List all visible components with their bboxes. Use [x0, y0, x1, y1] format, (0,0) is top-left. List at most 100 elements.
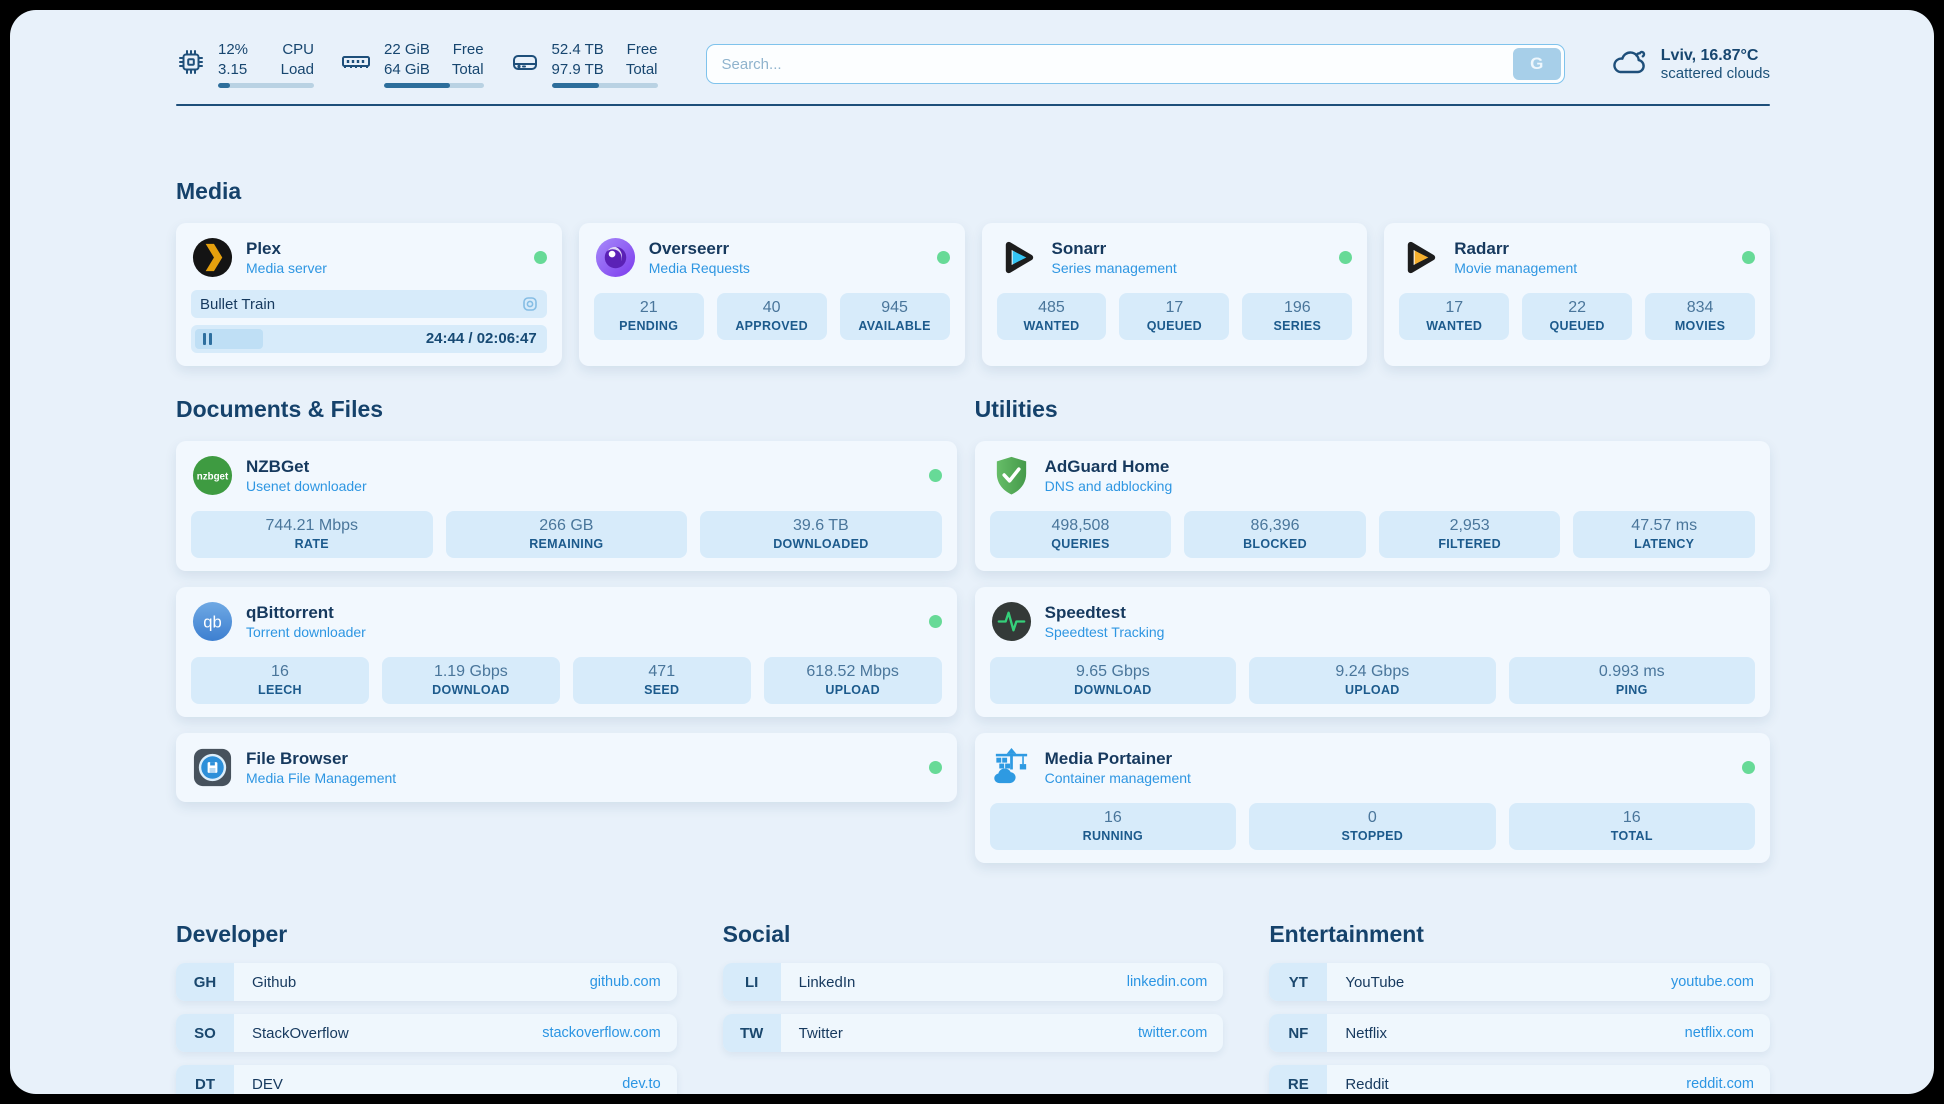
bookmark-linkedin[interactable]: LI LinkedIn linkedin.com	[722, 963, 1224, 1001]
section-title-documents: Documents & Files	[176, 396, 384, 422]
service-desc: DNS and adblocking	[1044, 478, 1173, 495]
cpu-usage-value: 12%	[218, 41, 249, 58]
service-desc: Movie management	[1454, 260, 1578, 277]
bookmark-name: DEV	[252, 1075, 283, 1093]
stat-running: 16 RUNNING	[989, 803, 1237, 850]
stat-queued: 17 QUEUED	[1119, 293, 1230, 340]
speedtest-icon	[990, 600, 1033, 643]
ram-total-label: Total	[451, 60, 484, 78]
service-card-adguard[interactable]: AdGuard Home DNS and adblocking 498,508 …	[974, 441, 1770, 571]
bookmark-dev[interactable]: DT DEV dev.to	[176, 1065, 677, 1094]
status-dot	[928, 469, 942, 482]
stat-blocked: 86,396 BLOCKED	[1184, 511, 1366, 558]
adguard-icon	[990, 454, 1033, 497]
service-desc: Media server	[246, 260, 327, 277]
search-engine-button[interactable]: G	[1512, 48, 1561, 80]
disk-total-value: 97.9 TB	[551, 60, 604, 78]
bookmark-stackoverflow[interactable]: SO StackOverflow stackoverflow.com	[176, 1014, 677, 1052]
status-dot	[936, 251, 950, 264]
bookmark-group-entertainment: Entertainment YT YouTube youtube.com NF …	[1269, 921, 1770, 1094]
service-card-nzbget[interactable]: nzbget NZBGet Usenet downloader 744.21 M…	[176, 441, 957, 571]
status-dot	[533, 251, 547, 264]
service-desc: Media Requests	[648, 260, 750, 277]
service-name: Media Portainer	[1044, 748, 1173, 768]
stat-ping: 0.993 ms PING	[1508, 657, 1755, 704]
status-dot	[1742, 761, 1755, 774]
bookmark-abbr: NF	[1269, 1014, 1328, 1052]
status-dot	[928, 761, 942, 774]
bookmark-group-developer: Developer GH Github github.com SO StackO…	[176, 921, 677, 1094]
section-title-social: Social	[722, 921, 791, 947]
service-name: File Browser	[246, 748, 349, 768]
stat-queued: 22 QUEUED	[1522, 293, 1633, 340]
stat-queries: 498,508 QUERIES	[989, 511, 1172, 558]
ram-progress-bar	[384, 83, 484, 88]
disk-icon	[510, 47, 540, 82]
ram-free-value: 22 GiB	[384, 41, 430, 58]
resource-widgets: 12% 3.15 CPU Load	[176, 40, 658, 88]
stat-total: 16 TOTAL	[1508, 803, 1755, 850]
stat-upload: 618.52 Mbps UPLOAD	[763, 657, 942, 704]
weather-widget: Lviv, 16.87°C scattered clouds	[1609, 46, 1770, 83]
portainer-icon	[990, 746, 1033, 789]
service-name: NZBGet	[246, 456, 310, 476]
cpu-load-value: 3.15	[218, 60, 248, 78]
bookmark-twitter[interactable]: TW Twitter twitter.com	[722, 1014, 1224, 1052]
pause-icon	[203, 333, 212, 345]
disk-free-label: Free	[626, 41, 658, 58]
bookmark-abbr: GH	[176, 963, 234, 1001]
bookmark-github[interactable]: GH Github github.com	[176, 963, 677, 1001]
service-desc: Speedtest Tracking	[1044, 624, 1165, 641]
service-desc: Media File Management	[246, 770, 397, 787]
bookmark-reddit[interactable]: RE Reddit reddit.com	[1269, 1065, 1770, 1094]
documents-column: Documents & Files nzbget NZBGet U	[176, 396, 957, 802]
service-card-sonarr[interactable]: Sonarr Series management 485 WANTED 17 Q…	[981, 223, 1368, 366]
bookmark-abbr: LI	[722, 963, 781, 1001]
nzbget-icon: nzbget	[191, 454, 234, 497]
stat-series: 196 SERIES	[1242, 293, 1353, 340]
disk-progress-bar	[551, 83, 658, 88]
bookmark-name: Twitter	[798, 1024, 843, 1042]
service-card-portainer[interactable]: Media Portainer Container management 16 …	[974, 733, 1770, 863]
service-card-speedtest[interactable]: Speedtest Speedtest Tracking 9.65 Gbps D…	[974, 587, 1770, 717]
stat-seed: 471 SEED	[572, 657, 751, 704]
media-cards-row: Plex Media server Bullet Train 24:44 / 0…	[176, 223, 1770, 366]
cpu-widget: 12% 3.15 CPU Load	[176, 40, 314, 88]
playback-time: 24:44 / 02:06:47	[425, 329, 537, 347]
service-name: Radarr	[1454, 238, 1510, 258]
service-card-filebrowser[interactable]: File Browser Media File Management	[176, 733, 957, 802]
cpu-icon	[176, 47, 206, 82]
disk-total-label: Total	[625, 60, 658, 78]
service-desc: Series management	[1051, 260, 1177, 277]
overseerr-icon	[594, 236, 637, 279]
section-title-utilities: Utilities	[974, 396, 1058, 422]
playback-progress-bar: 24:44 / 02:06:47	[191, 325, 547, 353]
search-input[interactable]	[705, 44, 1565, 84]
service-card-qbittorrent[interactable]: qb qBittorrent Torrent downloader 16 LEE…	[176, 587, 957, 717]
bookmark-name: Reddit	[1345, 1075, 1389, 1093]
bookmarks-area: Developer GH Github github.com SO StackO…	[176, 921, 1770, 1094]
bookmark-url: twitter.com	[1138, 1025, 1208, 1041]
video-icon	[522, 296, 538, 312]
plex-icon	[191, 236, 234, 279]
ram-free-label: Free	[452, 41, 484, 58]
bookmark-netflix[interactable]: NF Netflix netflix.com	[1269, 1014, 1770, 1052]
stat-stopped: 0 STOPPED	[1249, 803, 1496, 850]
filebrowser-icon	[191, 746, 234, 789]
service-name: qBittorrent	[246, 602, 334, 622]
service-card-overseerr[interactable]: Overseerr Media Requests 21 PENDING 40 A…	[578, 223, 965, 366]
service-name: Plex	[246, 238, 281, 258]
stat-latency: 47.57 ms LATENCY	[1573, 511, 1755, 558]
ram-total-value: 64 GiB	[384, 60, 430, 78]
stat-upload: 9.24 Gbps UPLOAD	[1249, 657, 1496, 704]
bookmark-youtube[interactable]: YT YouTube youtube.com	[1269, 963, 1770, 1001]
stat-remaining: 266 GB REMAINING	[445, 511, 688, 558]
status-dot	[1742, 251, 1755, 264]
qbittorrent-icon: qb	[191, 600, 234, 643]
sonarr-icon	[997, 236, 1040, 279]
service-card-plex[interactable]: Plex Media server Bullet Train 24:44 / 0…	[176, 223, 562, 366]
stat-approved: 40 APPROVED	[716, 293, 827, 340]
ram-icon	[340, 47, 372, 82]
service-card-radarr[interactable]: Radarr Movie management 17 WANTED 22 QUE…	[1384, 223, 1770, 366]
